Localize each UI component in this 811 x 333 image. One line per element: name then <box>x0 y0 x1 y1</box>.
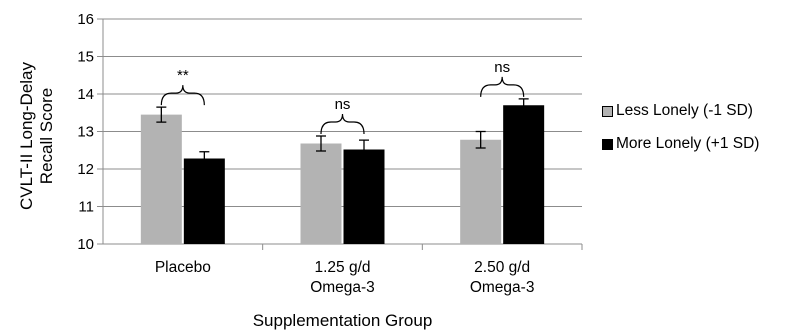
legend-item-less-lonely: Less Lonely (-1 SD) <box>602 101 753 121</box>
y-tick-label: 14 <box>77 86 94 103</box>
x-tick-label: Placebo <box>155 259 211 276</box>
legend-item-more-lonely: More Lonely (+1 SD) <box>602 134 759 154</box>
y-axis-label: CVLT-II Long-Delay Recall Score <box>17 26 57 246</box>
x-tick-label: Omega-3 <box>310 279 375 296</box>
x-tick-label: Omega-3 <box>470 279 535 296</box>
bar <box>503 105 545 244</box>
bar <box>140 114 182 244</box>
legend-swatch-less-lonely <box>602 105 613 117</box>
y-tick-label: 15 <box>77 49 94 66</box>
y-tick-label: 16 <box>77 11 94 28</box>
x-axis-label: Supplementation Group <box>252 311 433 330</box>
bar <box>300 143 342 244</box>
significance-label: ** <box>177 67 189 84</box>
significance-bracket <box>480 76 525 97</box>
bar <box>343 149 385 244</box>
legend-swatch-more-lonely <box>602 138 613 150</box>
significance-label: ns <box>335 96 351 113</box>
y-tick-label: 12 <box>77 161 94 178</box>
bar <box>460 139 502 244</box>
y-tick-label: 13 <box>77 124 94 141</box>
bar <box>183 158 225 244</box>
y-tick-label: 11 <box>78 199 94 216</box>
significance-bracket <box>160 85 205 106</box>
y-axis-label-line-2: Recall Score <box>37 87 56 185</box>
legend-label-less-lonely: Less Lonely (-1 SD) <box>616 102 753 119</box>
x-tick-label: 1.25 g/d <box>314 259 370 276</box>
y-axis-label-container: CVLT-II Long-Delay Recall Score <box>11 34 63 238</box>
y-axis-label-line-1: CVLT-II Long-Delay <box>17 61 36 211</box>
significance-bracket <box>320 113 365 135</box>
legend-label-more-lonely: More Lonely (+1 SD) <box>616 135 760 152</box>
y-tick-label: 10 <box>77 236 94 253</box>
significance-label: ns <box>494 59 510 76</box>
x-tick-label: 2.50 g/d <box>474 259 530 276</box>
